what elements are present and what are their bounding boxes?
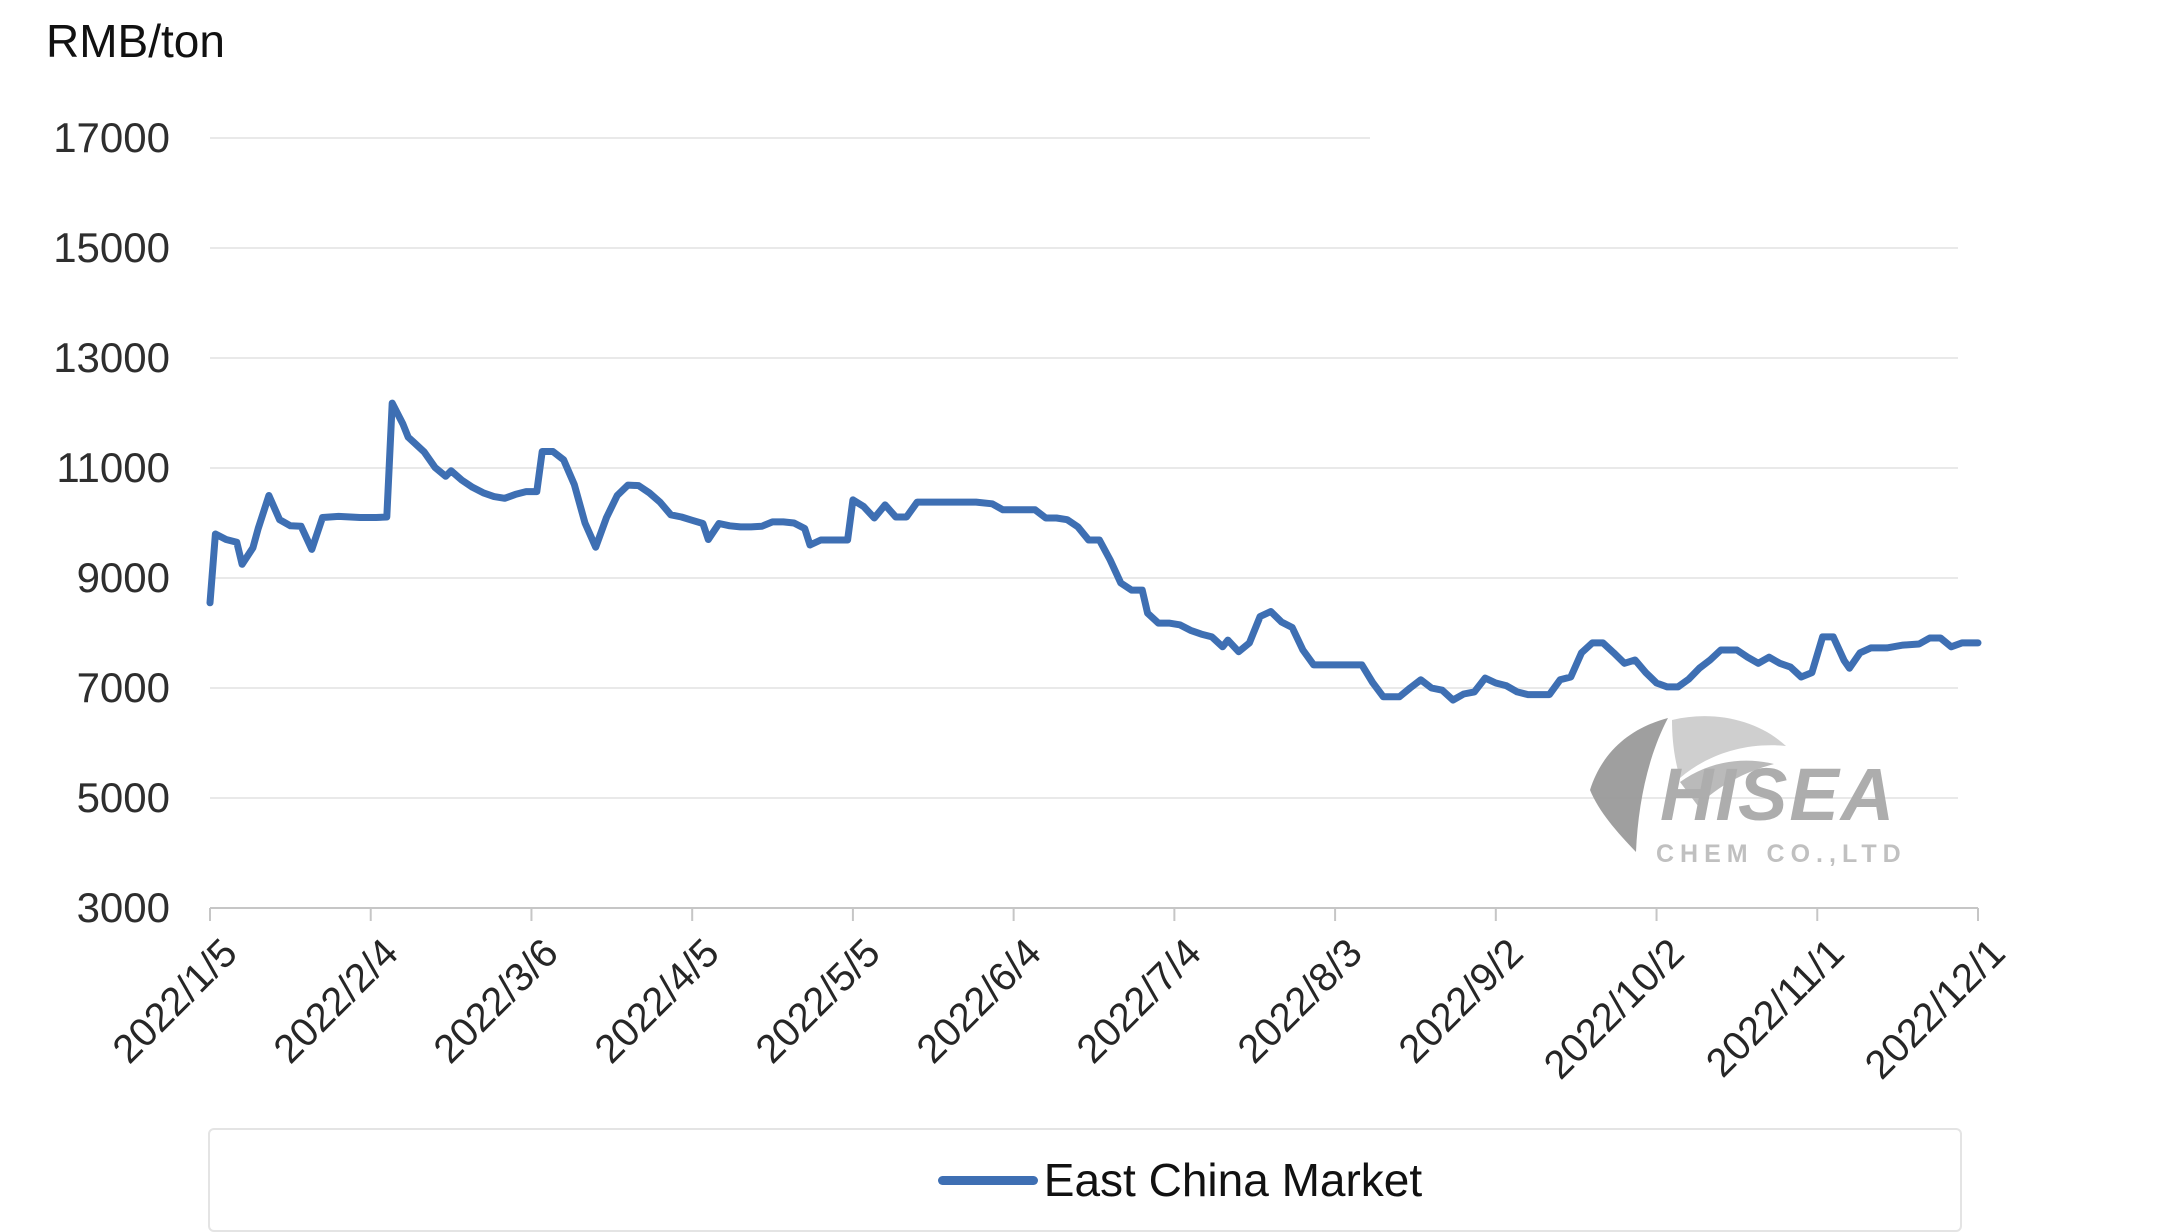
y-axis-tick-label: 15000 <box>53 224 170 271</box>
legend-box: East China Market <box>208 1128 1962 1232</box>
legend-label: East China Market <box>1043 1154 1423 1206</box>
y-axis-tick-label: 17000 <box>53 114 170 161</box>
watermark-subtitle: CHEM CO.,LTD <box>1656 840 1907 868</box>
y-axis-tick-label: 3000 <box>76 884 170 931</box>
y-axis-tick-label: 13000 <box>53 334 170 381</box>
y-axis-tick-label: 9000 <box>76 554 170 601</box>
y-axis-tick-label: 11000 <box>56 444 170 491</box>
hisea-watermark: HISEA CHEM CO.,LTD <box>1568 712 1968 902</box>
watermark-emblem-icon <box>1590 716 1786 852</box>
legend-item: East China Market <box>937 1153 1423 1207</box>
y-axis-tick-label: 5000 <box>76 774 170 821</box>
watermark-brand: HISEA <box>1660 753 1897 836</box>
y-axis-tick-label: 7000 <box>76 664 170 711</box>
legend-line-swatch <box>937 1175 1038 1185</box>
price-line <box>206 399 1982 704</box>
units-label: RMB/ton <box>46 15 225 67</box>
